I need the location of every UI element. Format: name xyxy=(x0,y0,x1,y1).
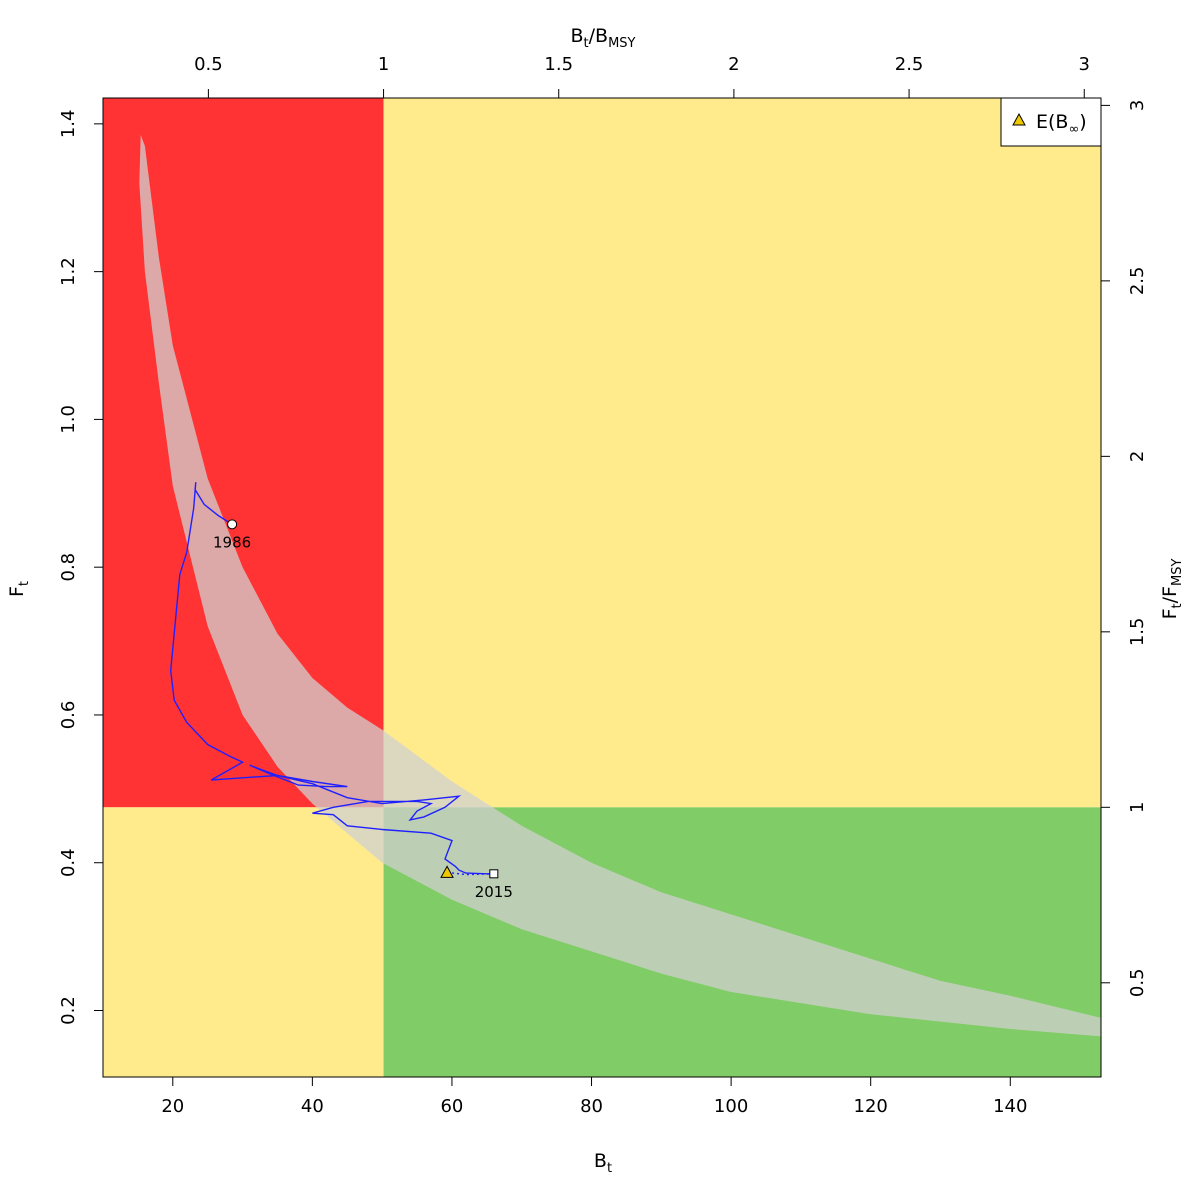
top-axis-title-main: B xyxy=(570,25,583,47)
x-tick-label: 100 xyxy=(714,1096,748,1117)
right-tick-label: 2 xyxy=(1127,451,1148,462)
legend-label: E(B∞) xyxy=(1036,111,1087,137)
y-axis-title-sub: t xyxy=(17,581,32,586)
x-axis-top: 0.5 1 1.5 2 2.5 3 xyxy=(194,54,1090,98)
legend-label-text: E(B xyxy=(1036,111,1068,133)
legend-triangle-icon xyxy=(1012,112,1026,126)
y-tick-label: 1.2 xyxy=(58,257,79,286)
legend: E(B∞) xyxy=(1000,97,1102,147)
x-axis-title-sub: t xyxy=(607,1161,612,1176)
y-tick-label: 0.4 xyxy=(58,848,79,877)
top-axis-title-mid: /B xyxy=(589,25,608,47)
x-axis-bottom: 20 40 60 80 100 120 140 xyxy=(161,1077,1027,1117)
biomass-fishing-trajectory xyxy=(169,482,494,875)
top-tick-label: 3 xyxy=(1079,54,1090,75)
right-axis-title-mid: /F xyxy=(1159,586,1181,603)
legend-label-symbol: ∞ xyxy=(1068,122,1079,137)
right-axis-title: Ft/FMSY xyxy=(1159,559,1185,620)
top-axis-title-sub2: MSY xyxy=(608,36,635,51)
top-tick-label: 1.5 xyxy=(544,54,573,75)
right-axis-title-sub2: MSY xyxy=(1170,559,1185,586)
end-point-marker xyxy=(489,869,499,879)
right-tick-label: 0.5 xyxy=(1127,968,1148,997)
top-axis-title: Bt/BMSY xyxy=(570,25,635,51)
x-axis-title-main: B xyxy=(594,1150,607,1172)
y-tick-label: 0.6 xyxy=(58,701,79,730)
top-tick-label: 2.5 xyxy=(895,54,924,75)
right-tick-label: 3 xyxy=(1127,100,1148,111)
x-tick-label: 20 xyxy=(161,1096,184,1117)
right-tick-label: 1.5 xyxy=(1127,618,1148,647)
year-label-1986: 1986 xyxy=(213,533,251,551)
top-tick-label: 2 xyxy=(728,54,739,75)
y-tick-label: 0.2 xyxy=(58,996,79,1025)
right-tick-label: 1 xyxy=(1127,802,1148,813)
top-axis-title-sub: t xyxy=(584,36,589,51)
confidence-band xyxy=(139,134,1102,1037)
trajectory-markers: 1986 2015 xyxy=(213,519,513,901)
y-tick-label: 0.8 xyxy=(58,553,79,582)
x-tick-label: 60 xyxy=(440,1096,463,1117)
x-axis-title: Bt xyxy=(594,1150,612,1176)
plot-frame xyxy=(102,97,1102,1078)
x-tick-label: 80 xyxy=(580,1096,603,1117)
region-overfished xyxy=(103,807,384,1077)
legend-label-close: ) xyxy=(1079,111,1086,133)
y-tick-label: 1.0 xyxy=(58,405,79,434)
y-tick-label: 1.4 xyxy=(58,110,79,139)
region-overfishing xyxy=(383,98,1101,808)
projection-line xyxy=(447,871,494,876)
x-tick-label: 140 xyxy=(993,1096,1027,1117)
right-axis-title-sub: t xyxy=(1170,603,1185,608)
expected-equilibrium-marker xyxy=(440,865,454,878)
y-axis-title: Ft xyxy=(6,581,32,597)
top-tick-label: 0.5 xyxy=(194,54,223,75)
year-label-2015: 2015 xyxy=(475,883,513,901)
x-tick-label: 40 xyxy=(301,1096,324,1117)
y-axis-title-main: F xyxy=(6,586,28,597)
right-axis-title-main: F xyxy=(1159,608,1181,619)
y-axis-right: 0.5 1 1.5 2 2.5 3 xyxy=(1101,100,1148,997)
status-regions xyxy=(103,98,1101,1077)
right-tick-label: 2.5 xyxy=(1127,267,1148,296)
top-tick-label: 1 xyxy=(378,54,389,75)
start-point-marker xyxy=(227,519,238,530)
x-tick-label: 120 xyxy=(854,1096,888,1117)
y-axis-left: 0.2 0.4 0.6 0.8 1.0 1.2 1.4 xyxy=(58,110,103,1025)
